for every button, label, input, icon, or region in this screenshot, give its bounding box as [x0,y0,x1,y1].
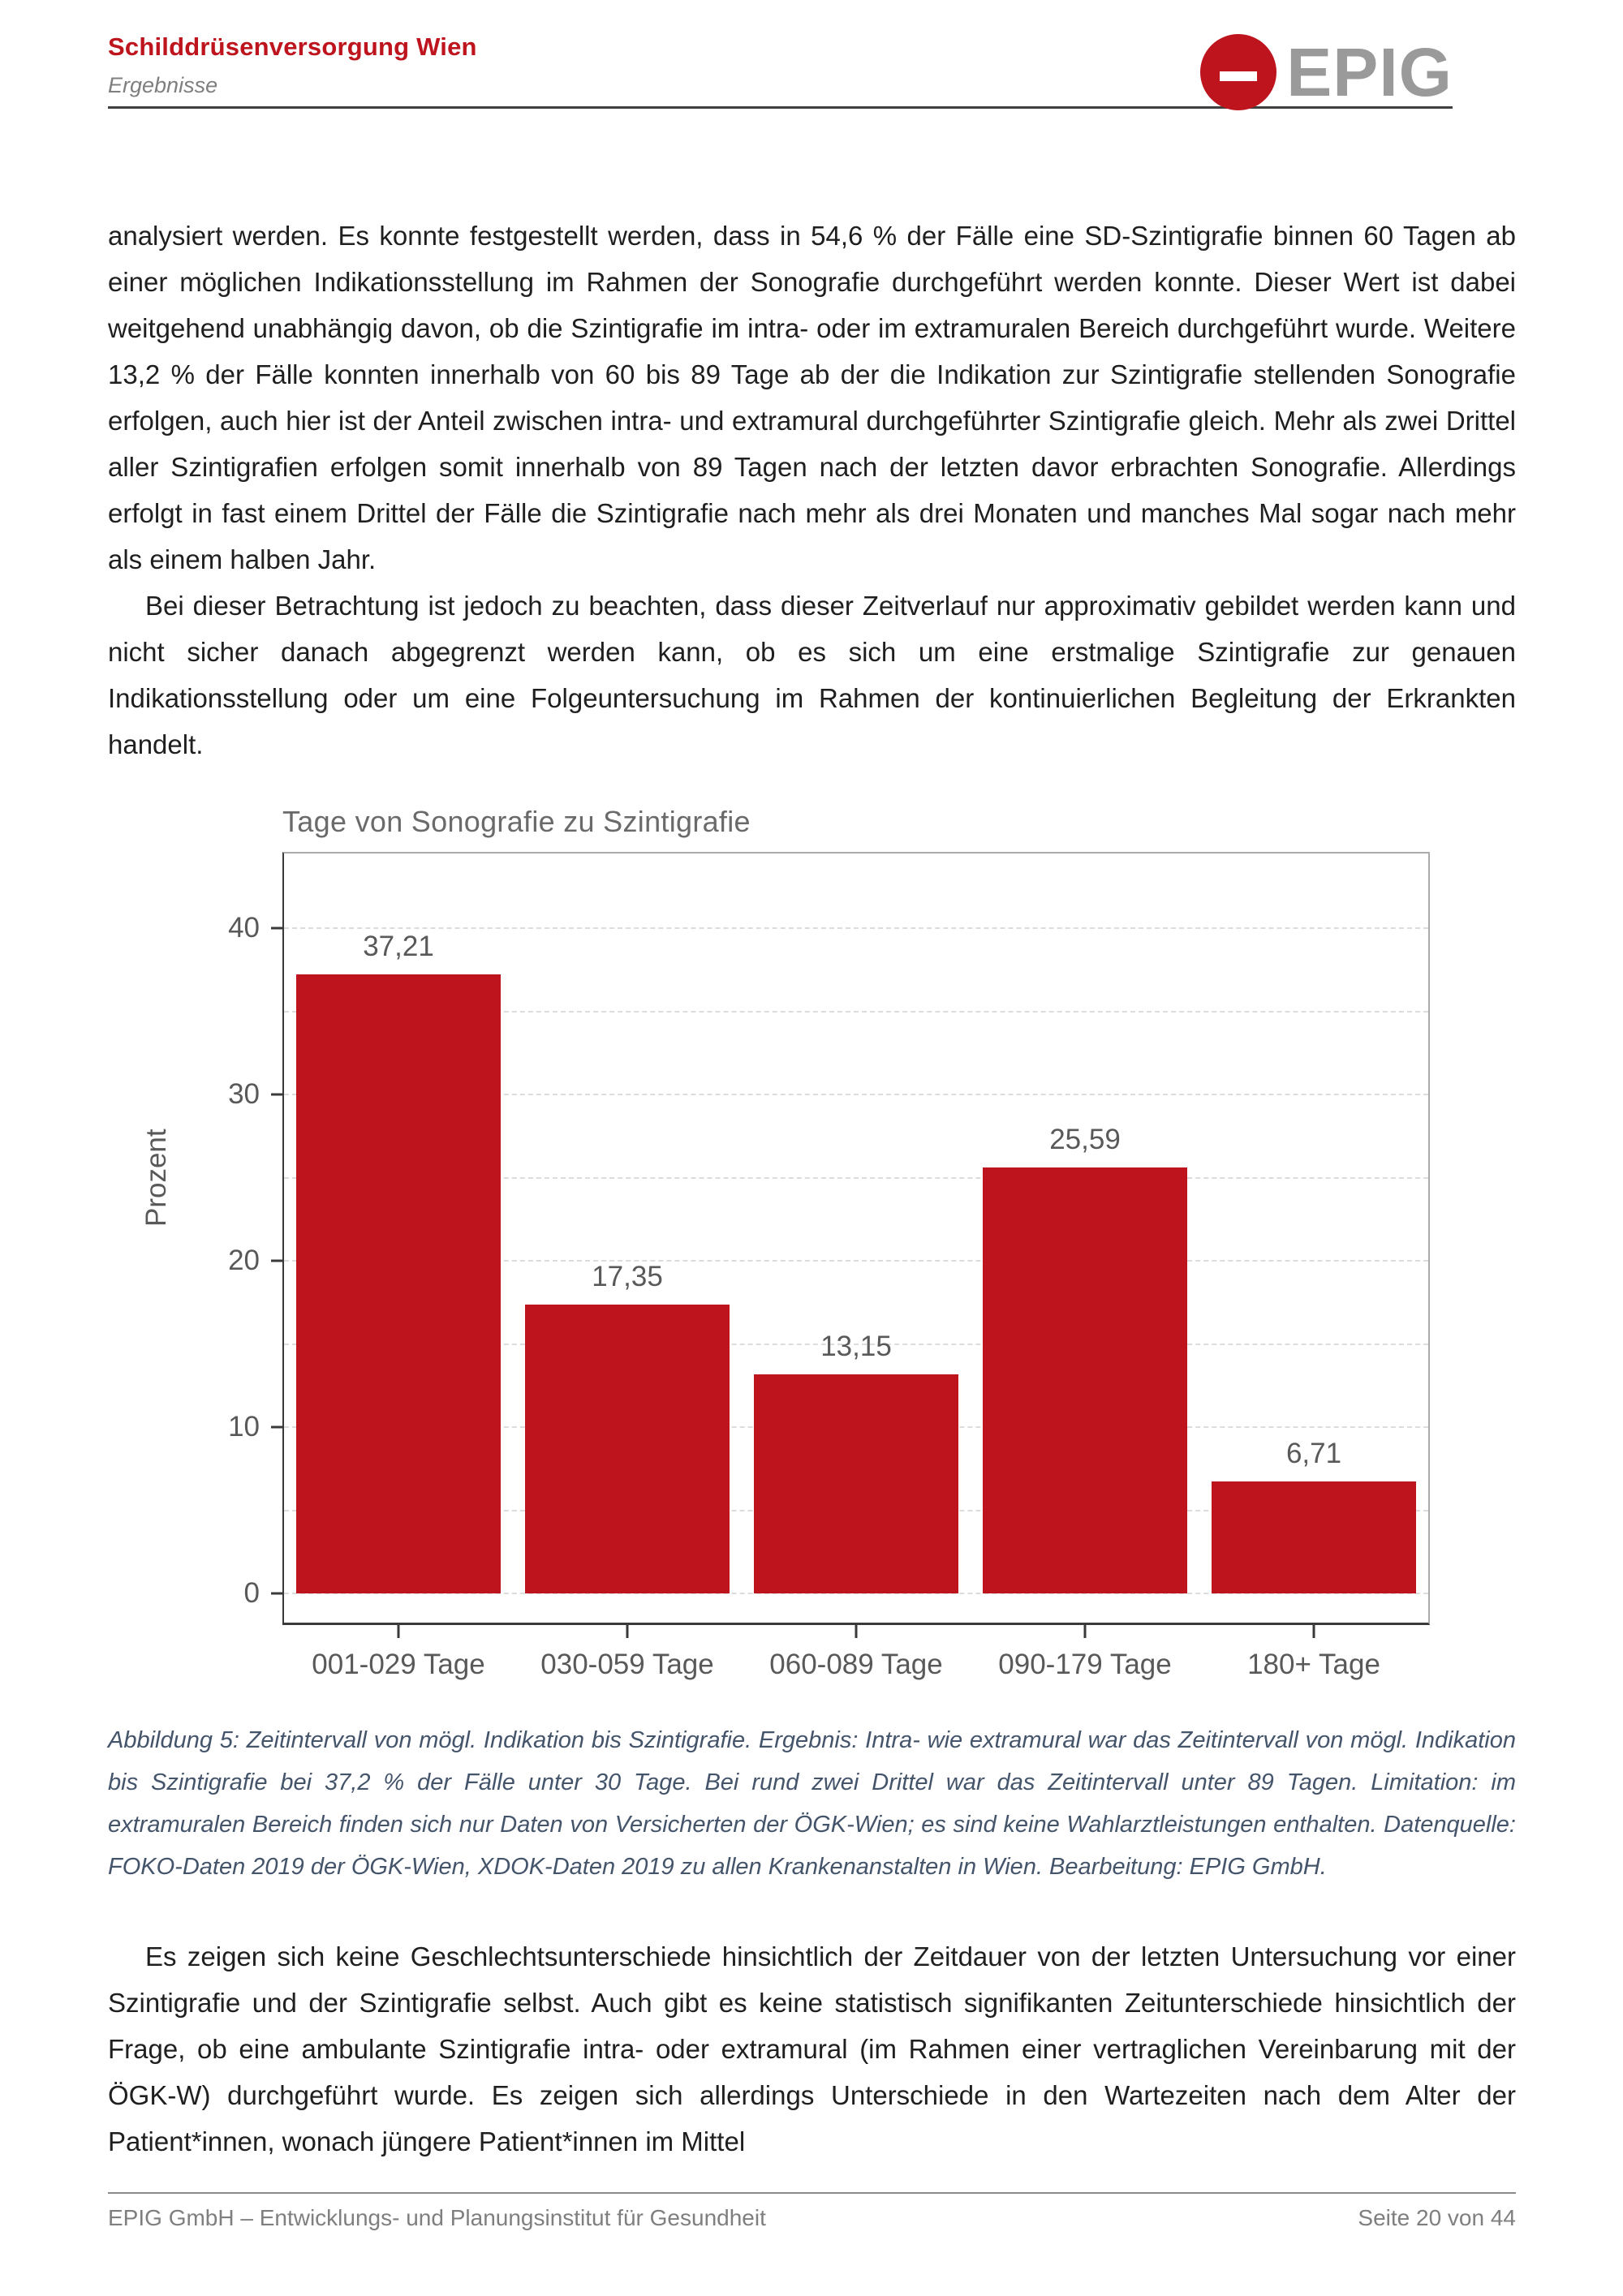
y-tick [271,927,284,930]
gridline [284,927,1428,929]
y-tick-label: 40 [228,912,260,944]
page-footer: EPIG GmbH – Entwicklungs- und Planungsin… [108,2192,1516,2231]
x-tick [397,1625,400,1638]
y-axis-title: Prozent [140,1129,172,1227]
report-title: Schilddrüsenversorgung Wien [108,32,477,61]
footer-company: EPIG GmbH – Entwicklungs- und Planungsin… [108,2205,766,2230]
gridline [284,1176,1428,1179]
x-tick-label: 090-179 Tage [998,1649,1172,1680]
x-tick-label: 180+ Tage [1247,1649,1380,1680]
epig-logo: EPIG [1200,34,1453,110]
page-content: analysiert werden. Es konnte festgestell… [108,213,1516,2165]
gridline [284,1260,1428,1262]
page-header: Schilddrüsenversorgung Wien Ergebnisse E… [108,32,1453,110]
bar [983,1167,1187,1593]
chart-title: Tage von Sonografie zu Szintigrafie [282,805,751,838]
gridline [284,1010,1428,1013]
bar-value-label: 6,71 [1285,1438,1342,1470]
bar-value-label: 25,59 [1049,1124,1121,1156]
x-tick [855,1625,858,1638]
y-tick-label: 10 [228,1411,260,1443]
gridline [284,1343,1428,1345]
chart-panel: 0 10 20 30 40 37,21 001-029 Tage 17,35 030-059 T… [228,852,1430,1680]
x-tick-label: 001-029 Tage [312,1649,485,1680]
x-tick [1083,1625,1087,1638]
bar [754,1374,958,1593]
bar-value-label: 17,35 [592,1261,663,1293]
body-paragraph-1: analysiert werden. Es konnte festgestell… [108,221,1516,574]
report-section-subtitle: Ergebnisse [108,73,218,97]
bar-value-label: 37,21 [363,931,434,963]
x-tick [626,1625,629,1638]
figure-chart: Tage von Sonografie zu Szintigrafie Proz… [108,805,1516,1685]
figure-caption: Abbildung 5: Zeitintervall von mögl. Ind… [108,1727,1516,1880]
x-tick-label: 060-089 Tage [769,1649,943,1680]
bar [1212,1481,1416,1593]
x-tick-label: 030-059 Tage [540,1649,714,1680]
y-tick [271,1259,284,1262]
bar [296,974,501,1593]
gridline [284,1593,1428,1594]
x-tick [1312,1625,1315,1638]
body-paragraph-2: Bei dieser Betrachtung ist jedoch zu bea… [108,591,1516,759]
y-tick-label: 30 [228,1078,260,1110]
bar [525,1305,730,1593]
y-tick [271,1425,284,1429]
footer-page-number: Seite 20 von 44 [1358,2205,1516,2230]
y-tick-label: 20 [228,1245,260,1276]
epig-circle-bars-icon [1200,34,1277,110]
epig-logo-text: EPIG [1286,34,1453,110]
y-tick [271,1592,284,1595]
bar-value-label: 13,15 [820,1331,892,1363]
y-tick [271,1093,284,1096]
gridline [284,1094,1428,1095]
y-tick-label: 0 [243,1577,260,1609]
body-paragraph-3: Es zeigen sich keine Geschlechtsuntersch… [108,1941,1516,2156]
